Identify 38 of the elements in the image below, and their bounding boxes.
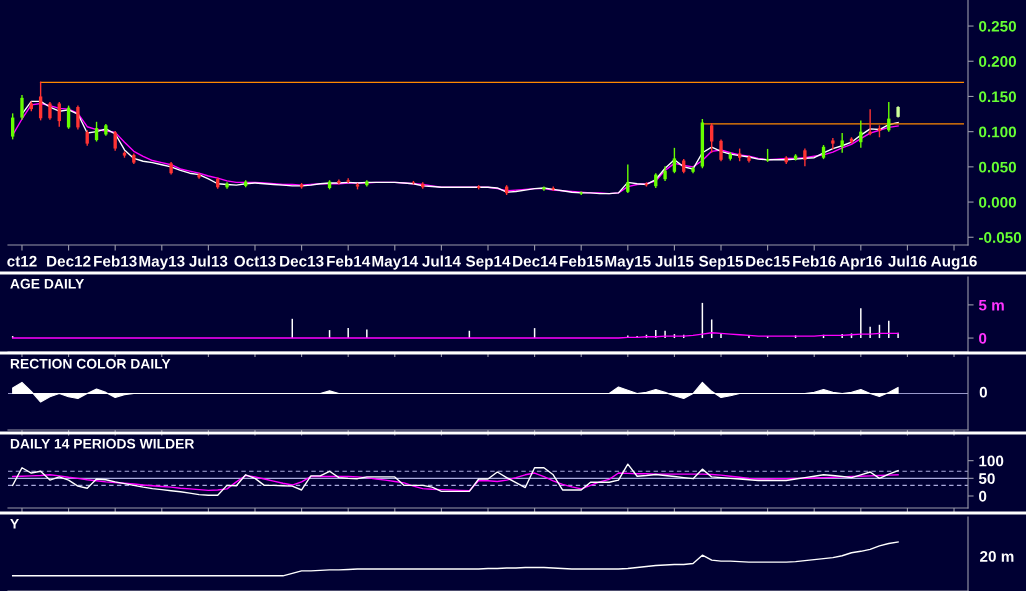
x-tick-label: Jul15 xyxy=(655,255,694,267)
y-tick-label: -0.050 xyxy=(979,232,1022,243)
x-tick-label: Dec15 xyxy=(746,255,790,267)
chart-title: DAILY 14 PERIODS WILDER xyxy=(10,438,195,449)
y-tick-label: 5 m xyxy=(978,299,1004,311)
y-tick-label: 0.150 xyxy=(979,91,1017,103)
chart-title: RECTION COLOR DAILY xyxy=(10,358,171,369)
x-tick-label: Sep15 xyxy=(698,255,744,270)
x-tick-label: Feb15 xyxy=(560,255,603,267)
x-tick-label: Sep14 xyxy=(465,255,511,270)
x-tick-label: Feb14 xyxy=(327,255,371,267)
y-tick-label: 0 xyxy=(979,332,987,344)
text: 20 m xyxy=(980,550,1014,562)
y-tick-label: 0.050 xyxy=(979,161,1017,173)
x-tick-label: Apr16 xyxy=(839,255,882,270)
x-tick-label: Dec14 xyxy=(513,255,558,267)
x-tick-label: Feb13 xyxy=(94,255,137,267)
y-tick-label: 100 xyxy=(979,455,1004,467)
x-tick-label: May13 xyxy=(139,255,185,270)
x-tick-label: Feb16 xyxy=(793,255,836,267)
y-tick-label: 50 xyxy=(978,473,995,485)
y-tick-label: 0.000 xyxy=(979,196,1017,208)
y-tick-label: 0.250 xyxy=(979,20,1017,32)
x-tick-label: Jul14 xyxy=(422,255,461,267)
chart-title: AGE DAILY xyxy=(10,278,85,289)
y-tick-label: 0.100 xyxy=(979,126,1017,138)
x-tick-label: May14 xyxy=(372,255,419,270)
x-tick-label: May15 xyxy=(605,255,651,270)
x-tick-label: Jul16 xyxy=(888,255,927,267)
x-tick-label: Dec12 xyxy=(47,255,91,267)
chart-title: Y xyxy=(10,518,19,529)
y-tick-label: 0.200 xyxy=(979,56,1017,67)
y-tick-label: 0 xyxy=(979,490,987,502)
x-tick-label: Jul13 xyxy=(189,255,228,267)
x-tick-label: Dec13 xyxy=(280,255,324,267)
x-tick-label: Oct13 xyxy=(234,255,276,267)
x-tick-label: Aug16 xyxy=(931,255,977,270)
x-tick-label: ct12 xyxy=(7,255,37,267)
